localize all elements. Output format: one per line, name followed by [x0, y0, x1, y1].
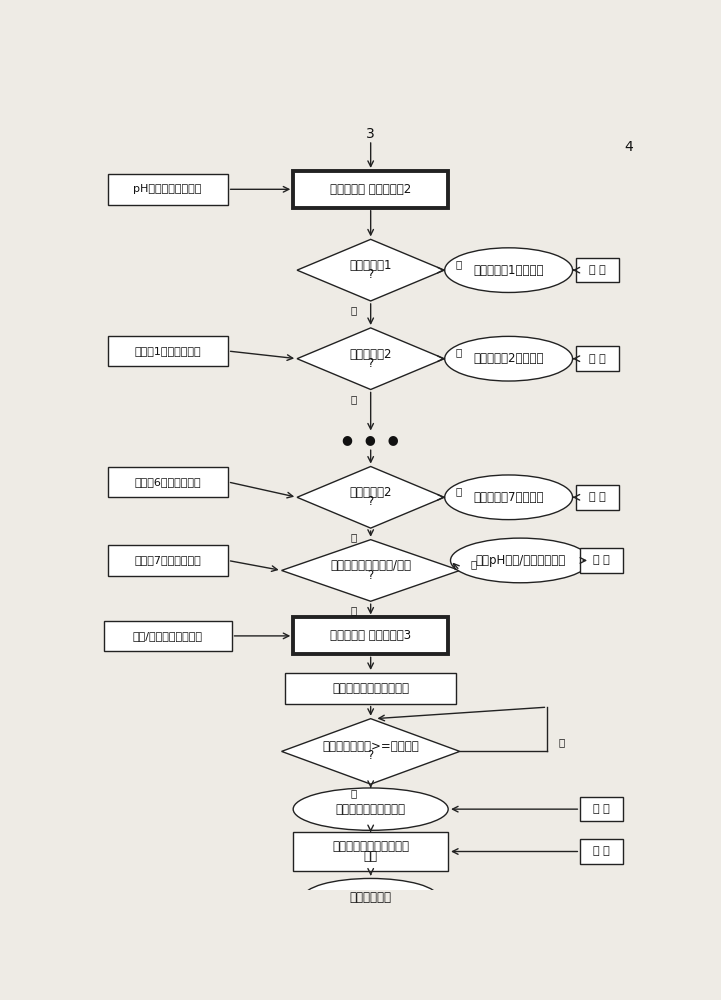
Text: 否: 否	[350, 305, 357, 315]
Text: 显示: 显示	[363, 850, 378, 863]
Ellipse shape	[445, 336, 572, 381]
Text: 启动包膜结果计算程序: 启动包膜结果计算程序	[336, 803, 406, 816]
Text: ?: ?	[368, 569, 373, 582]
Text: 是: 是	[455, 486, 461, 496]
Bar	[107, 174, 228, 205]
Bar	[107, 545, 228, 576]
Text: 否: 否	[350, 605, 357, 615]
Ellipse shape	[445, 475, 572, 520]
Ellipse shape	[445, 248, 572, 292]
Text: 执 行: 执 行	[589, 492, 606, 502]
Text: ●   ●   ●: ● ● ●	[342, 433, 399, 446]
Text: 化学品7控制程序结束: 化学品7控制程序结束	[134, 555, 201, 565]
Text: 否: 否	[350, 532, 357, 542]
Text: 执 行: 执 行	[593, 804, 610, 814]
Text: 执 行: 执 行	[593, 846, 610, 856]
Bar	[293, 832, 448, 871]
Text: 启动化学品2控制程序: 启动化学品2控制程序	[474, 352, 544, 365]
Text: ?: ?	[368, 495, 373, 508]
Text: 加入化学品2: 加入化学品2	[350, 486, 392, 499]
Text: 执 行: 执 行	[589, 265, 606, 275]
Text: pH微调控制程序结束: pH微调控制程序结束	[133, 184, 202, 194]
Text: 化学品1控制程序结束: 化学品1控制程序结束	[134, 346, 201, 356]
Text: 熟化时间计时器>=规定时间: 熟化时间计时器>=规定时间	[322, 740, 419, 753]
Bar	[580, 548, 623, 573]
Text: 是: 是	[471, 559, 477, 569]
Text: 包膜罐是否需要酸化/碱化: 包膜罐是否需要酸化/碱化	[330, 559, 411, 572]
Text: 包膜结果显示和包膜偏差: 包膜结果显示和包膜偏差	[332, 840, 410, 853]
Bar	[580, 839, 623, 864]
Text: 改变搅拌器 转速，速度3: 改变搅拌器 转速，速度3	[330, 629, 411, 642]
Bar	[107, 466, 228, 497]
Polygon shape	[297, 239, 444, 301]
Text: 4: 4	[624, 140, 633, 154]
Text: 启动包膜熟化时间计时器: 启动包膜熟化时间计时器	[332, 682, 410, 695]
Text: 否: 否	[350, 394, 357, 404]
Text: 包膜处理结束: 包膜处理结束	[350, 891, 392, 904]
Text: 加入化学品1: 加入化学品1	[350, 259, 392, 272]
Text: 3: 3	[366, 127, 375, 141]
Ellipse shape	[293, 788, 448, 830]
Bar	[107, 336, 228, 366]
Text: ?: ?	[368, 357, 373, 370]
Text: ?: ?	[368, 749, 373, 762]
Text: 否: 否	[558, 737, 565, 747]
Bar	[286, 673, 456, 704]
Polygon shape	[297, 466, 444, 528]
Polygon shape	[281, 719, 460, 784]
Text: 改变搅拌器 转速，速度2: 改变搅拌器 转速，速度2	[330, 183, 411, 196]
Text: ?: ?	[368, 268, 373, 281]
Text: 启动化学品1控制程序: 启动化学品1控制程序	[474, 264, 544, 277]
Ellipse shape	[451, 538, 590, 583]
Text: 启动pH酸化/碱化控制程序: 启动pH酸化/碱化控制程序	[475, 554, 565, 567]
Text: 是: 是	[455, 348, 461, 358]
Bar	[576, 346, 619, 371]
Bar	[580, 797, 623, 821]
Bar	[104, 620, 231, 651]
Bar	[293, 171, 448, 208]
Text: 酸化/碱化控制程序结束: 酸化/碱化控制程序结束	[133, 631, 203, 641]
Text: 化学品6控制程序结束: 化学品6控制程序结束	[134, 477, 201, 487]
Bar	[293, 617, 448, 654]
Bar	[576, 258, 619, 282]
Ellipse shape	[303, 878, 438, 917]
Text: 是: 是	[350, 788, 357, 798]
Polygon shape	[281, 540, 460, 601]
Bar	[576, 485, 619, 510]
Text: 是: 是	[455, 259, 461, 269]
Text: 执 行: 执 行	[589, 354, 606, 364]
Text: 加入化学品2: 加入化学品2	[350, 348, 392, 361]
Text: 执 行: 执 行	[593, 555, 610, 565]
Text: 启动化学品7控制程序: 启动化学品7控制程序	[474, 491, 544, 504]
Polygon shape	[297, 328, 444, 389]
